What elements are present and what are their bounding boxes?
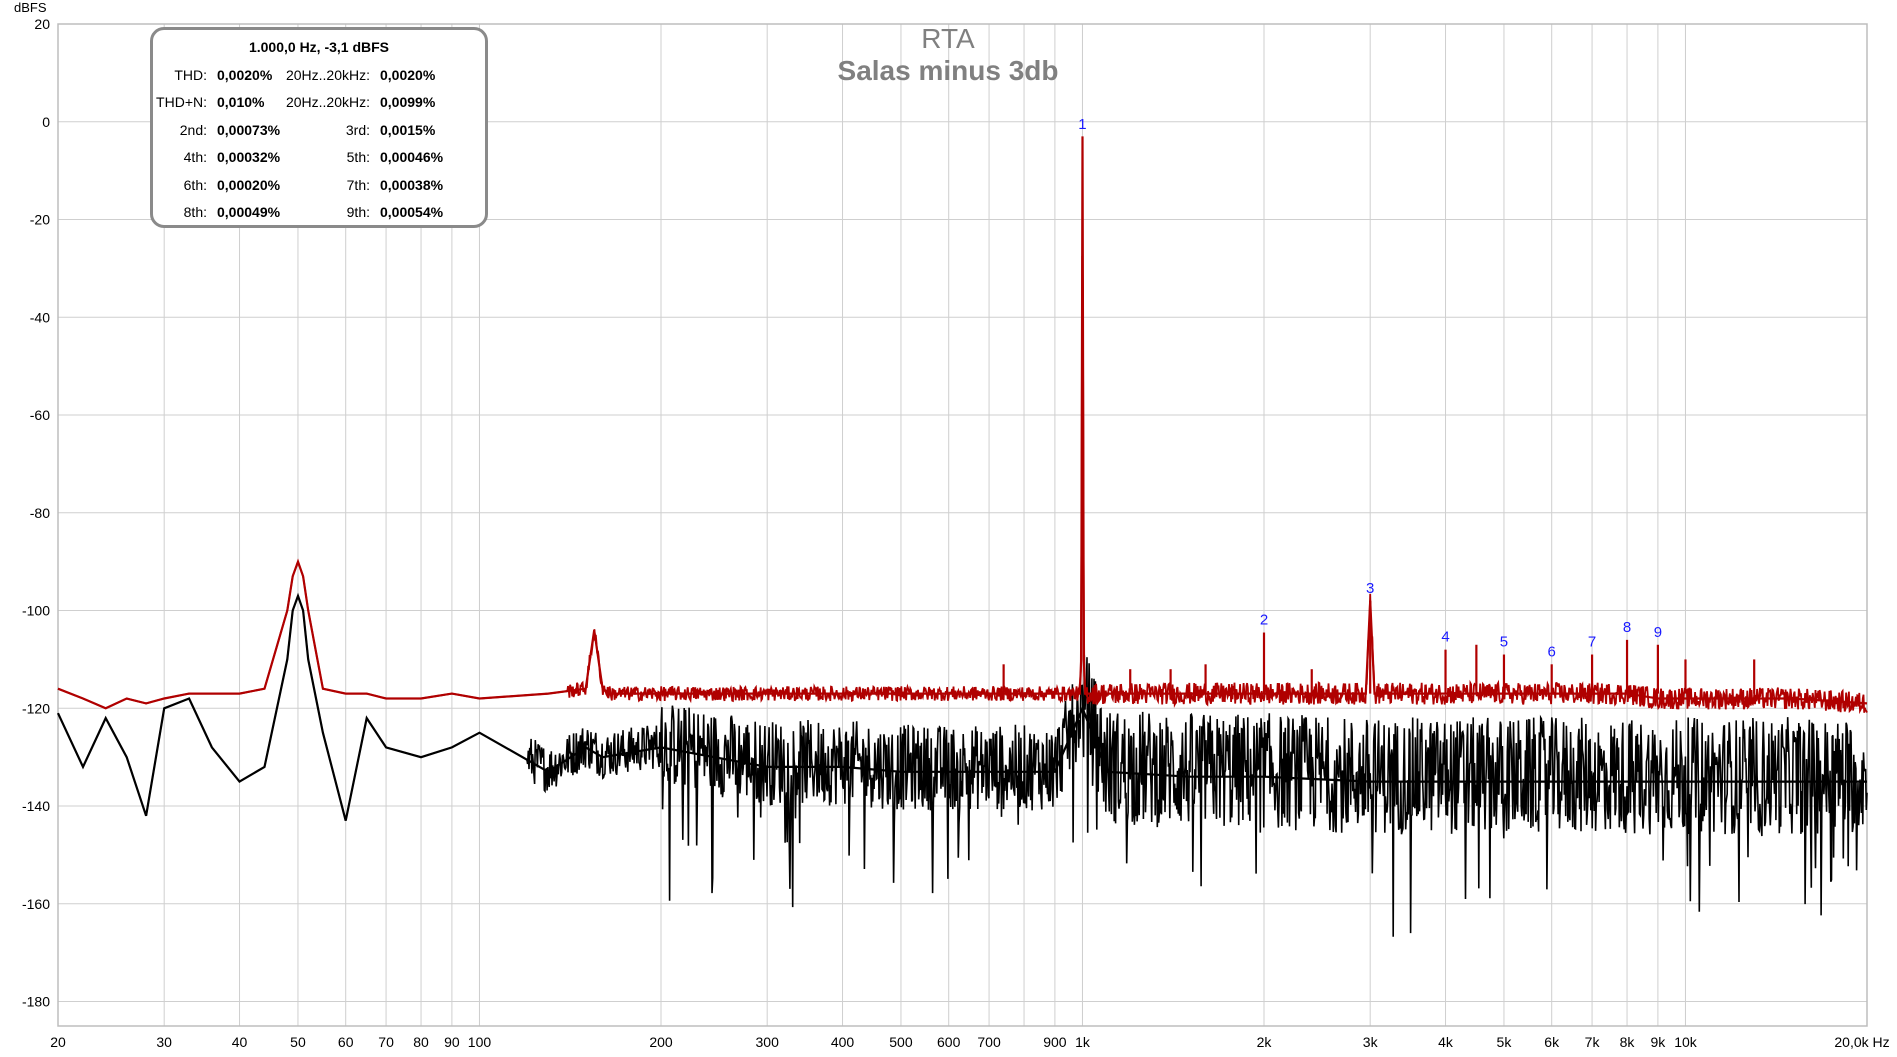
x-tick-label: 6k (1544, 1034, 1560, 1050)
stats-header: 1.000,0 Hz, -3,1 dBFS (248, 39, 390, 55)
x-tick-label: 70 (378, 1034, 394, 1050)
y-tick-labels: 20 0 -20 -40 -60 -80 -100 -120 -140 -160 -180 (22, 16, 50, 1010)
x-tick-label: 90 (444, 1034, 460, 1050)
y-tick-label: -40 (30, 309, 50, 325)
stats-row: 8th: 0,00049% 9th: 0,00054% (153, 204, 485, 224)
harmonic-marker-label: 9 (1654, 624, 1662, 641)
x-tick-label: 5k (1497, 1034, 1513, 1050)
y-tick-label: 0 (42, 114, 50, 130)
stats-row: THD+N: 0,010% 20Hz..20kHz: 0,0099% (153, 94, 485, 114)
x-tick-label: 7k (1585, 1034, 1601, 1050)
x-tick-label: 700 (977, 1034, 1001, 1050)
x-tick-label: 300 (756, 1034, 780, 1050)
x-tick-label: 8k (1620, 1034, 1636, 1050)
x-tick-label: 40 (232, 1034, 248, 1050)
harmonic-marker-label: 4 (1441, 629, 1449, 646)
harmonic-markers: 1 2 3 4 5 6 7 8 9 (1078, 116, 1662, 660)
stat-value: 0,00032% (217, 149, 281, 165)
x-tick-label: 80 (413, 1034, 429, 1050)
stat-value: 0,00038% (380, 177, 444, 193)
x-tick-label: 10k (1674, 1034, 1698, 1050)
stat-value: 0,0015% (380, 122, 436, 138)
y-tick-label: -20 (30, 212, 50, 228)
stats-row: 6th: 0,00020% 7th: 0,00038% (153, 177, 485, 197)
x-tick-label: 4k (1438, 1034, 1454, 1050)
stat-label: 6th: (183, 177, 207, 193)
harmonic-marker-label: 3 (1366, 580, 1374, 597)
y-tick-label: -120 (22, 700, 50, 716)
stat-label: 2nd: (179, 122, 207, 138)
stat-value: 0,00073% (217, 122, 281, 138)
y-tick-label: -60 (30, 407, 50, 423)
x-tick-label: 9k (1650, 1034, 1666, 1050)
harmonic-marker-label: 7 (1588, 634, 1596, 651)
x-tick-label: 600 (937, 1034, 961, 1050)
series-line-black (57, 592, 1867, 821)
noise-layer (57, 255, 1868, 937)
stat-label: 20Hz..20kHz: (285, 94, 370, 110)
x-tick-label: 30 (156, 1034, 172, 1050)
x-tick-label: 200 (649, 1034, 673, 1050)
harmonic-marker-label: 6 (1548, 643, 1556, 660)
chart-title: RTA (921, 23, 975, 54)
x-tick-label: 400 (831, 1034, 855, 1050)
x-tick-label: 1k (1075, 1034, 1091, 1050)
stat-value: 0,00049% (217, 204, 281, 220)
harmonic-marker-label: 5 (1500, 634, 1508, 651)
harmonic-marker-label: 8 (1623, 619, 1631, 636)
x-tick-label: 50 (290, 1034, 306, 1050)
y-tick-label: -160 (22, 896, 50, 912)
chart-subtitle: Salas minus 3db (838, 55, 1059, 86)
stat-value: 0,00020% (217, 177, 281, 193)
x-tick-label: 500 (889, 1034, 913, 1050)
stats-row: 4th: 0,00032% 5th: 0,00046% (153, 149, 485, 169)
stat-value: 0,0020% (380, 67, 436, 83)
stat-label: THD+N: (156, 94, 207, 110)
y-axis-label: dBFS (14, 0, 47, 15)
stat-label: THD: (174, 67, 207, 83)
stat-label: 3rd: (345, 122, 370, 138)
stat-value: 0,0099% (380, 94, 436, 110)
stats-row: 2nd: 0,00073% 3rd: 0,0015% (153, 122, 485, 142)
harmonic-marker-label: 2 (1260, 612, 1268, 629)
x-tick-label: 20,0k Hz (1834, 1034, 1889, 1050)
stat-label: 4th: (183, 149, 207, 165)
stat-value: 0,010% (217, 94, 265, 110)
x-tick-labels: 20 30 40 50 60 70 80 90 100 200 300 400 500 600 700 900… (50, 1034, 1889, 1050)
stat-value: 0,00046% (380, 149, 444, 165)
series-line-red (57, 136, 1868, 710)
y-tick-label: -180 (22, 994, 50, 1010)
stat-label: 9th: (346, 204, 370, 220)
x-tick-label: 20 (50, 1034, 66, 1050)
stat-value: 0,0020% (217, 67, 273, 83)
stat-label: 8th: (183, 204, 207, 220)
y-tick-label: -140 (22, 798, 50, 814)
y-tick-label: -80 (30, 505, 50, 521)
series-layer (57, 136, 1868, 821)
y-tick-label: 20 (34, 16, 50, 32)
x-tick-label: 2k (1257, 1034, 1273, 1050)
harmonic-marker-label: 1 (1078, 116, 1086, 133)
stats-row: THD: 0,0020% 20Hz..20kHz: 0,0020% (153, 67, 485, 87)
plot-frame (57, 23, 1868, 1027)
x-tick-label: 100 (468, 1034, 492, 1050)
y-tick-label: -100 (22, 603, 50, 619)
stat-value: 0,00054% (380, 204, 444, 220)
stats-panel: 1.000,0 Hz, -3,1 dBFS THD: 0,0020% 20Hz.… (150, 27, 488, 228)
stat-label: 5th: (346, 149, 370, 165)
stat-label: 20Hz..20kHz: (285, 67, 370, 83)
x-tick-label: 3k (1363, 1034, 1379, 1050)
stat-label: 7th: (346, 177, 370, 193)
x-tick-label: 60 (338, 1034, 354, 1050)
x-tick-label: 900 (1043, 1034, 1067, 1050)
